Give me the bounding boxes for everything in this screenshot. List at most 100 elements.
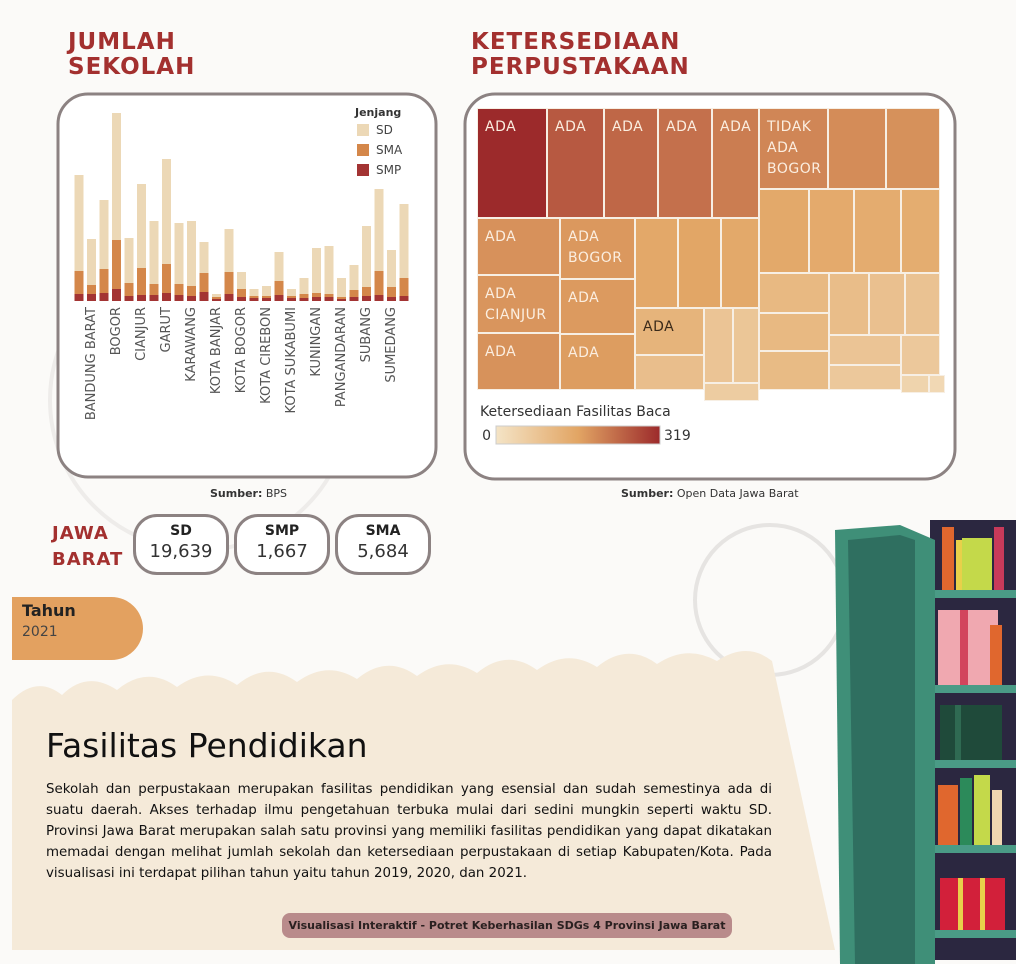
kpi-value: 19,639 xyxy=(149,541,213,562)
treemap-cell xyxy=(721,218,759,308)
bar-segment xyxy=(399,204,409,278)
legend-title: Jenjang xyxy=(354,106,401,119)
treemap-cell xyxy=(901,189,940,273)
treemap-cell xyxy=(905,273,940,335)
bar-segment xyxy=(349,290,359,297)
bar-segment xyxy=(324,294,334,297)
treemap-cell xyxy=(886,108,940,189)
bar-segment xyxy=(387,287,396,297)
footer-banner: Visualisasi Interaktif - Potret Keberhas… xyxy=(282,913,732,938)
bar-segment xyxy=(199,273,209,292)
kpi-label: SMP xyxy=(264,523,300,539)
bar-segment xyxy=(174,284,184,295)
x-tick-label: KOTA SUKABUMI xyxy=(284,307,299,413)
chart-title: KETERSEDIAAN PERPUSTAKAAN xyxy=(471,30,690,80)
panel xyxy=(56,92,438,479)
cell-label: TIDAK ADA BOGOR xyxy=(767,119,822,177)
title-line: KETERSEDIAAN xyxy=(471,29,681,55)
bar-segment xyxy=(162,293,171,301)
cell-label: ADA xyxy=(485,344,517,360)
treemap-cell: ADA xyxy=(658,108,712,218)
bar-segment xyxy=(187,296,196,301)
bar-segment xyxy=(274,252,284,281)
bar-segment xyxy=(337,278,346,297)
treemap-cell: ADA CIANJUR xyxy=(477,275,560,333)
x-tick-label: KOTA BOGOR xyxy=(234,307,249,393)
bar-segment xyxy=(187,286,196,296)
bar-segment xyxy=(87,285,96,294)
bar-segment xyxy=(237,272,246,289)
treemap-cell xyxy=(869,273,905,335)
x-tick-label: BANDUNG BARAT xyxy=(84,307,99,420)
treemap-cell: TIDAK ADA BOGOR xyxy=(759,108,828,189)
bar-segment xyxy=(274,295,284,301)
paragraph: Sekolah dan perpustakaan merupakan fasil… xyxy=(46,782,772,881)
bar-segment xyxy=(74,271,84,294)
kpi-card: SD 19,639 xyxy=(133,514,229,575)
bar-segment xyxy=(249,298,259,301)
treemap-cell xyxy=(809,189,854,273)
bar-segment xyxy=(349,265,359,290)
filter-value[interactable]: 2021 xyxy=(22,624,58,640)
bar-segment xyxy=(99,269,109,293)
bar-segment xyxy=(149,284,159,295)
bar-segment xyxy=(162,159,171,264)
treemap-cell: ADA xyxy=(477,333,560,390)
treemap-cell xyxy=(829,365,901,390)
bar-segment xyxy=(262,298,271,301)
text-background xyxy=(12,651,835,950)
x-tick-label: BOGOR xyxy=(109,307,124,355)
legend-max: 319 xyxy=(664,428,691,444)
treemap-cell: ADA xyxy=(712,108,759,218)
treemap-cell xyxy=(901,375,929,393)
x-tick-label: KOTA CIREBON xyxy=(259,307,274,404)
bar-segment xyxy=(99,200,109,269)
bar-segment xyxy=(262,296,271,298)
title-line: PERPUSTAKAAN xyxy=(471,54,690,80)
legend-label: SMP xyxy=(376,163,401,177)
x-tick-label: GARUT xyxy=(159,307,174,353)
treemap-cell xyxy=(759,189,809,273)
cell-label: ADA xyxy=(485,119,517,135)
treemap-cell xyxy=(678,218,721,308)
cell-label: ADA xyxy=(643,319,675,335)
treemap-cell xyxy=(635,218,678,308)
bar-segment xyxy=(137,268,146,295)
title-line: SEKOLAH xyxy=(68,54,196,80)
bar-segment xyxy=(112,240,121,289)
bar-segment xyxy=(274,281,284,295)
cell-label: ADA xyxy=(555,119,587,135)
bar-segment xyxy=(249,289,259,296)
bar-segment xyxy=(149,221,159,284)
bar-segment xyxy=(337,297,346,299)
cell-label: ADA xyxy=(612,119,644,135)
region-line: BARAT xyxy=(52,549,124,570)
bar-segment xyxy=(99,293,109,301)
legend-swatch xyxy=(357,124,369,136)
bar-segment xyxy=(374,295,384,301)
bar-segment xyxy=(112,113,121,240)
kpi-card: SMA 5,684 xyxy=(335,514,431,575)
source: Sumber: BPS xyxy=(210,487,287,500)
bar-segment xyxy=(287,298,296,301)
treemap-cell: ADA xyxy=(560,334,635,390)
bar-segment xyxy=(399,296,409,301)
x-tick-label: SUBANG xyxy=(359,307,374,362)
bar-segment xyxy=(387,297,396,301)
x-tick-label: SUMEDANG xyxy=(384,307,399,383)
treemap-cell: ADA xyxy=(560,279,635,334)
cell-label: ADA xyxy=(666,119,698,135)
bar-segment xyxy=(224,294,234,301)
bar-segment xyxy=(312,293,321,297)
chart-title: JUMLAH SEKOLAH xyxy=(68,30,195,80)
bar-segment xyxy=(362,226,371,287)
x-tick-label: PANGANDARAN xyxy=(334,307,349,407)
year-filter[interactable]: Tahun 2021 xyxy=(12,597,143,660)
treemap-cell xyxy=(759,351,829,390)
bar-segment xyxy=(87,294,96,301)
treemap-cell xyxy=(929,375,945,393)
bar-segment xyxy=(337,299,346,301)
filter-label: Tahun xyxy=(22,601,76,620)
treemap-cell xyxy=(828,108,886,189)
